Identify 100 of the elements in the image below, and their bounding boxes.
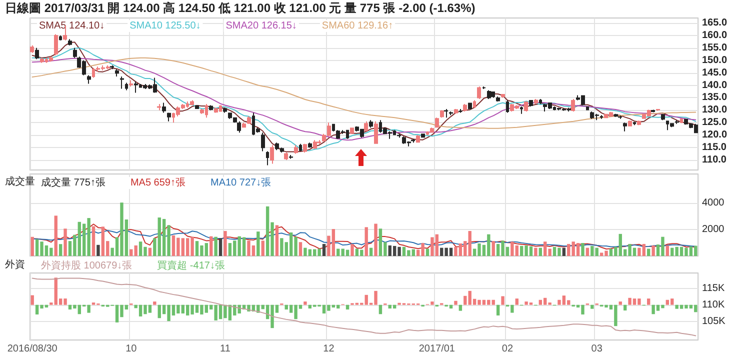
candlestick	[416, 134, 420, 144]
candlestick	[614, 113, 618, 118]
candlestick	[675, 120, 679, 124]
candlestick	[129, 80, 133, 88]
y-tick-label: 150.0	[702, 54, 728, 66]
y-tick-label: 110.0	[702, 154, 727, 166]
candlestick	[491, 91, 495, 98]
candlestick	[157, 103, 161, 111]
x-tick-label: 2017/01	[418, 344, 456, 354]
bar	[228, 243, 232, 256]
candlestick	[303, 143, 307, 154]
candlestick	[459, 108, 462, 114]
candlestick	[299, 143, 302, 152]
candlestick	[35, 47, 39, 60]
bar	[562, 248, 566, 256]
y-tick-label: 140.0	[702, 80, 728, 91]
candlestick	[487, 90, 491, 100]
bar	[586, 248, 590, 256]
candlestick	[49, 56, 53, 62]
text: SMA60 129.16↑	[322, 20, 394, 32]
candlestick	[270, 144, 274, 164]
chart-title: 成交量	[5, 176, 35, 188]
candlestick	[435, 117, 439, 128]
y-tick-label: 120.0	[702, 130, 728, 141]
y-tick-label: 115K	[702, 282, 725, 294]
bar	[256, 232, 260, 256]
candlestick	[449, 110, 453, 116]
candlestick	[374, 120, 378, 144]
line-series	[32, 230, 696, 248]
candlestick	[237, 120, 241, 134]
text: 買賣超 -417↓張	[157, 260, 225, 272]
bar	[298, 242, 302, 256]
bar	[623, 304, 627, 310]
bar	[666, 245, 670, 256]
chart-title: 日線圖 2017/03/31 開 124.00 高 124.50 低 121.00 收 121.00 元 量 775 張 -2.00 (-1.63%)	[5, 1, 476, 15]
candlestick	[463, 103, 467, 112]
text: 成交量 775↑張	[41, 176, 106, 188]
candlestick	[190, 100, 194, 106]
bar	[148, 248, 152, 256]
candlestick	[209, 104, 213, 111]
bar	[224, 231, 227, 256]
candlestick	[496, 96, 500, 102]
candlestick	[134, 81, 138, 94]
candlestick	[162, 102, 166, 114]
candlestick	[214, 107, 218, 114]
y-tick-label: 160.0	[702, 30, 728, 41]
candlestick	[195, 104, 199, 110]
series-label: 外資持股 100679↓張	[41, 260, 132, 272]
y-tick-label: 135.0	[702, 92, 728, 104]
bar	[496, 304, 500, 316]
candlestick	[468, 102, 472, 110]
candlestick	[539, 98, 542, 104]
bar	[369, 248, 373, 256]
candlestick	[501, 94, 505, 98]
bar	[153, 302, 156, 305]
bar	[30, 236, 34, 256]
candlestick	[633, 121, 636, 126]
candlestick	[651, 109, 655, 113]
bar	[538, 300, 542, 305]
bar	[214, 236, 218, 256]
y-tick-label: 4000	[702, 198, 725, 209]
bar	[458, 304, 462, 311]
bar	[346, 304, 350, 310]
bar	[101, 226, 105, 256]
candlestick	[87, 74, 91, 84]
bar	[618, 302, 622, 305]
candlestick	[125, 82, 128, 91]
bar	[350, 244, 354, 256]
candlestick	[656, 108, 660, 112]
bar	[355, 248, 359, 256]
x-tick-label: 02	[502, 344, 514, 354]
candlestick	[167, 112, 171, 122]
candlestick	[680, 118, 683, 124]
bar	[426, 248, 430, 256]
candlestick	[440, 110, 444, 118]
y-tick-label: 110K	[702, 299, 725, 310]
candlestick	[369, 120, 373, 128]
candlestick	[571, 98, 575, 112]
candlestick	[477, 86, 481, 100]
bar	[96, 244, 100, 256]
bar	[54, 216, 58, 256]
y-tick-label: 165.0	[702, 17, 728, 28]
candlestick	[364, 120, 368, 132]
x-tick-label: 03	[591, 344, 603, 354]
candlestick	[524, 100, 528, 112]
candlestick	[115, 68, 119, 78]
candlestick	[284, 152, 288, 161]
y-tick-label: 155.0	[702, 42, 728, 54]
candlestick	[313, 140, 317, 150]
x-tick-label: 2016/08/30	[7, 344, 58, 354]
bar	[647, 248, 650, 256]
bar	[374, 224, 378, 256]
bar	[218, 238, 222, 256]
candlestick	[506, 100, 509, 114]
candlestick	[430, 127, 434, 134]
candlestick	[200, 108, 204, 114]
bar	[501, 296, 504, 305]
line-series	[32, 278, 696, 336]
candlestick	[30, 44, 34, 54]
candlestick	[110, 64, 114, 70]
